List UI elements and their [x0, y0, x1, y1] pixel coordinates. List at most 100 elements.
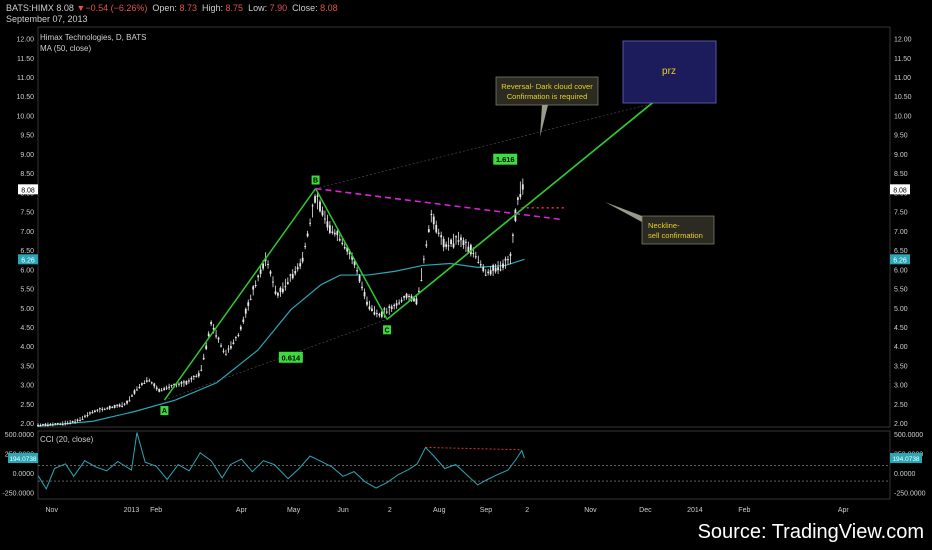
candle-body [54, 423, 57, 425]
candle-body [259, 269, 262, 274]
callout-pointer [605, 202, 642, 222]
y-tick-label-right: 2.00 [894, 421, 908, 428]
candle-body [427, 229, 430, 233]
candle-body [415, 298, 418, 305]
ratio-line-ac [164, 319, 388, 401]
candle-body [66, 423, 69, 425]
candle-body [207, 333, 210, 337]
candle-body [479, 264, 482, 266]
callout-neckline-line2: sell confirmation [648, 231, 703, 240]
candle-body [195, 375, 198, 377]
callout-pointer [540, 105, 548, 137]
candle-body [304, 245, 307, 247]
candle-body [512, 234, 514, 236]
callout-reversal[interactable]: Reversal- Dark cloud cover Confirmation … [495, 76, 599, 137]
y-tick-label-left: 4.50 [20, 325, 34, 332]
cci-y-tick-label-left: 0.0000 [13, 471, 35, 478]
candle-body [111, 406, 114, 408]
price-tag-label: 6.26 [21, 257, 35, 264]
candle-body [366, 301, 368, 305]
candle-body [516, 197, 519, 200]
y-tick-label-left: 2.50 [20, 402, 34, 409]
candle-body [452, 243, 455, 248]
y-tick-label-left: 4.00 [20, 344, 34, 351]
candle-body [338, 238, 341, 241]
low-value: 7.90 [269, 3, 288, 13]
candle-body [51, 424, 54, 426]
candle-body [455, 236, 457, 238]
candle-body [101, 408, 104, 410]
candle-body [385, 311, 388, 313]
candle-body [430, 213, 433, 215]
candle-body [56, 423, 59, 425]
candle-body [126, 400, 128, 404]
y-tick-label-left: 12.00 [16, 37, 34, 44]
candle-body [158, 389, 161, 392]
candle-body [222, 350, 225, 352]
candle-body [247, 302, 250, 306]
chart-legend-title: Himax Technologies, D, BATS [40, 33, 146, 42]
candle-body [284, 286, 287, 288]
candle-body [173, 384, 175, 386]
point-label: A [162, 408, 167, 415]
candle-body [467, 246, 470, 253]
candle-body [98, 408, 101, 410]
candle-body [215, 335, 217, 337]
candle-body [267, 264, 269, 266]
candle-body [361, 286, 363, 289]
candle-body [262, 263, 264, 269]
ma-layer [37, 258, 525, 427]
symbol-header: BATS:HIMX 8.08 ▼−0.54 (−6.26%) Open: 8.7… [6, 3, 338, 13]
price-tag-right [890, 254, 910, 265]
close-value: 8.08 [320, 3, 338, 13]
y-tick-label-left: 10.00 [16, 113, 34, 120]
candle-body [118, 404, 121, 407]
ratio-badge [278, 351, 303, 363]
candle-body [395, 303, 398, 306]
y-tick-label-left: 7.00 [20, 229, 34, 236]
candle-body [123, 403, 126, 405]
candle-body [202, 357, 205, 360]
y-tick-label-right: 8.50 [894, 171, 908, 178]
y-tick-label-left: 6.00 [20, 267, 34, 274]
candle-body [74, 421, 77, 423]
prz-box[interactable]: prz [622, 40, 717, 104]
pattern-leg [163, 188, 317, 401]
candle-body [252, 286, 255, 290]
candle-body [487, 271, 490, 274]
candle-body [64, 423, 67, 425]
ratio-badge [493, 153, 518, 165]
candle-body [234, 337, 237, 339]
callout-neckline-line1: Neckline- [648, 221, 680, 230]
candle-body [306, 233, 309, 237]
candle-body [465, 241, 467, 243]
y-tick-label-right: 3.00 [894, 383, 908, 390]
candle-body [160, 390, 163, 392]
cci-y-tick-label-left: 500.0000 [5, 432, 34, 439]
candle-body [274, 291, 277, 294]
candle-body [509, 253, 512, 256]
candle-body [116, 404, 119, 406]
cci-y-tick-label-right: -250.0000 [894, 491, 926, 498]
candle-body [450, 239, 452, 245]
x-tick-label: 2014 [687, 507, 703, 514]
y-tick-label-left: 3.50 [20, 363, 34, 370]
candle-body [79, 420, 81, 422]
x-tick-label: Apr [236, 507, 248, 514]
candle-body [86, 415, 89, 417]
price-tag-right [890, 184, 910, 195]
candle-body [153, 383, 156, 387]
candle-body [326, 221, 329, 228]
candle-body [225, 354, 227, 356]
candle-body [178, 383, 180, 385]
callout-neckline[interactable]: Neckline- sell confirmation [605, 202, 715, 245]
candle-body [413, 297, 415, 302]
candle-body [353, 261, 356, 266]
down-arrow-icon: ▼ [76, 3, 86, 13]
y-tick-label-right: 4.00 [894, 344, 908, 351]
candle-body [418, 290, 420, 292]
candle-body [375, 313, 378, 315]
cci-value-tag-right [890, 453, 922, 464]
cci-line [37, 432, 525, 490]
